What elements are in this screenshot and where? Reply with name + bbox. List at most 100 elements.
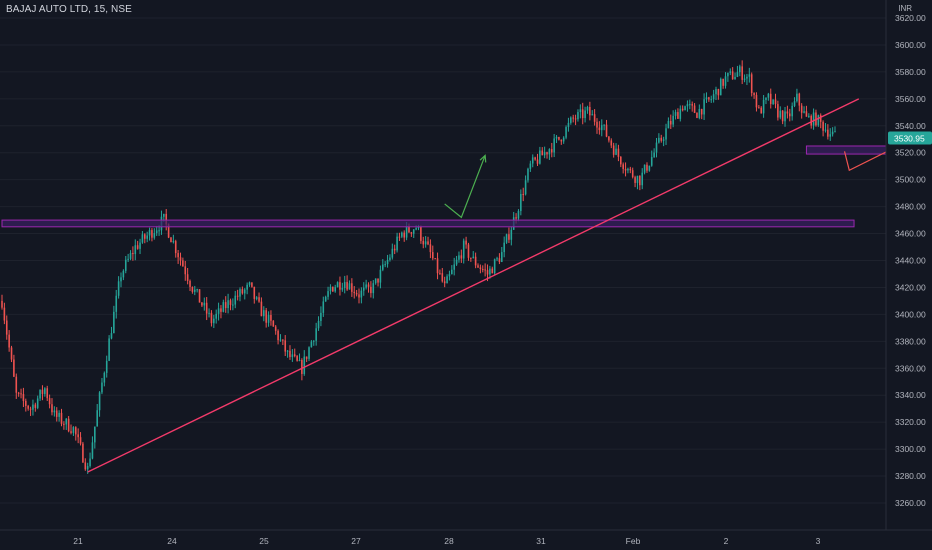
candle-body: [472, 256, 475, 259]
candle-body: [84, 462, 87, 470]
candle-body: [486, 270, 489, 275]
candle-body: [677, 112, 679, 119]
candle-body: [8, 334, 10, 348]
candle-body: [708, 97, 710, 100]
candle-body: [5, 320, 8, 335]
candle-body: [110, 333, 113, 339]
candle-body: [441, 273, 444, 282]
symbol-title[interactable]: BAJAJ AUTO LTD, 15, NSE: [6, 4, 132, 15]
candle-body: [508, 234, 510, 240]
candle-body: [591, 114, 594, 116]
candle-body: [243, 289, 246, 294]
time-axis[interactable]: 21 24 25 27 28 31 Feb 2 3: [0, 529, 932, 546]
candle-body: [246, 284, 248, 290]
candle-body: [667, 121, 670, 129]
candle-body: [32, 404, 34, 410]
candle-body: [210, 312, 213, 324]
candle-body: [222, 302, 225, 312]
candle-body: [615, 148, 617, 155]
candle-body: [515, 217, 517, 219]
candle-body: [265, 310, 267, 323]
candle-body: [493, 259, 496, 274]
last-price-label: 3530.95: [894, 133, 925, 143]
candle-body: [305, 356, 308, 359]
candle-body: [808, 115, 810, 117]
candle-body: [374, 278, 377, 284]
candle-body: [448, 274, 451, 277]
candle-body: [353, 291, 356, 294]
candle-body: [282, 339, 284, 341]
candle-body: [224, 302, 227, 309]
candle-body: [365, 284, 367, 288]
candle-body: [55, 410, 58, 417]
candle-body: [274, 326, 277, 331]
candle-body: [727, 72, 729, 77]
candle-body: [96, 410, 98, 427]
price-tick-label: 3280.00: [895, 471, 926, 481]
candle-body: [534, 157, 536, 160]
candle-body: [622, 164, 624, 169]
candle-body: [248, 282, 251, 285]
candle-body: [643, 164, 646, 173]
candle-body: [548, 149, 551, 155]
price-tick-label: 3440.00: [895, 256, 926, 266]
candle-body: [405, 226, 408, 238]
candle-body: [336, 282, 339, 288]
candle-body: [474, 256, 477, 266]
candle-body: [191, 286, 194, 292]
price-tick-label: 3520.00: [895, 148, 926, 158]
green-arrow-head: [479, 154, 487, 163]
candle-body: [172, 241, 175, 243]
candle-body: [13, 359, 15, 377]
candle-body: [746, 76, 748, 79]
candle-body: [731, 71, 734, 80]
candle-body: [639, 175, 641, 186]
candle-body: [255, 297, 258, 299]
candle-body: [460, 255, 463, 259]
candle-body: [141, 234, 144, 243]
candle-body: [170, 237, 172, 243]
candle-body: [358, 294, 360, 298]
candle-body: [263, 310, 265, 317]
time-tick-label: 28: [444, 536, 454, 546]
candle-body: [546, 152, 548, 155]
candle-body: [446, 276, 448, 284]
candle-body: [796, 93, 798, 102]
candle-body: [332, 286, 334, 292]
candle-body: [20, 393, 22, 395]
candle-body: [48, 398, 51, 405]
candle-body: [705, 97, 708, 100]
price-tick-label: 3620.00: [895, 13, 926, 23]
candle-body: [79, 437, 82, 444]
candle-body: [586, 106, 589, 111]
candle-body: [205, 302, 208, 314]
candle-body: [103, 372, 106, 383]
time-tick-label: 2: [724, 536, 729, 546]
candle-body: [267, 314, 270, 323]
candle-body: [443, 281, 446, 284]
candle-body: [458, 255, 460, 260]
candle-body: [346, 282, 348, 290]
candle-body: [327, 291, 329, 297]
candle-body: [712, 94, 715, 100]
candle-body: [146, 235, 148, 239]
candle-body: [22, 394, 25, 401]
price-axis[interactable]: 3620.00 3600.00 3580.00 3560.00 3540.00 3520.…: [885, 0, 932, 550]
candle-body: [58, 412, 60, 417]
candle-body: [536, 159, 539, 164]
candle-body: [39, 389, 41, 399]
candle-body: [577, 112, 579, 120]
candle-body: [122, 270, 125, 278]
candle-body: [355, 293, 358, 295]
candle-body: [408, 226, 410, 233]
price-tick-label: 3500.00: [895, 175, 926, 185]
candle-body: [798, 93, 801, 106]
candle-body: [182, 260, 184, 267]
candle-body: [153, 233, 156, 238]
currency-label: INR: [898, 4, 912, 13]
chart-drawings: [1, 98, 932, 473]
candle-body: [308, 347, 310, 359]
candle-body: [317, 320, 320, 329]
